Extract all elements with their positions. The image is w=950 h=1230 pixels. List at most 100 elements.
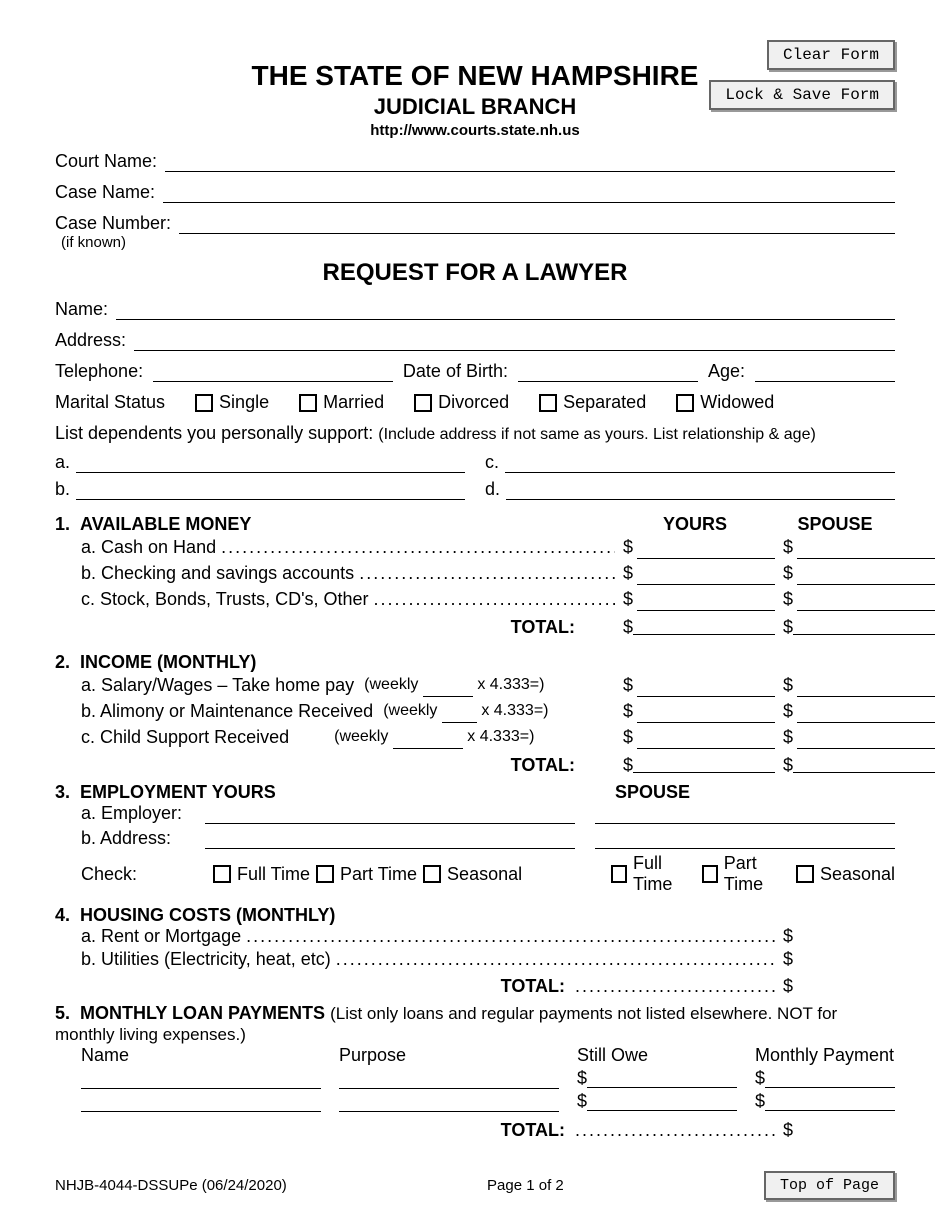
loan1-purpose-input[interactable] xyxy=(339,1069,559,1089)
clear-form-button[interactable]: Clear Form xyxy=(767,40,895,70)
sec2-c-spouse-input[interactable] xyxy=(797,731,935,749)
name-label: Name: xyxy=(55,299,116,320)
dependents-intro: List dependents you personally support: xyxy=(55,423,373,443)
sec5-num: 5. xyxy=(55,1003,70,1023)
dots-decoration: ........................................… xyxy=(575,1120,775,1141)
dots-decoration: ........................................… xyxy=(575,976,775,997)
yours-seasonal-checkbox[interactable]: Seasonal xyxy=(423,864,522,885)
sec1-total-yours-input[interactable] xyxy=(633,617,775,635)
sec2-b-spouse-input[interactable] xyxy=(797,705,935,723)
check-label: Check: xyxy=(55,864,205,885)
dots-decoration: ........................................… xyxy=(359,561,615,585)
address-input[interactable] xyxy=(134,331,895,351)
sec2-c-weekly-input[interactable] xyxy=(393,733,463,749)
sec2-a-weekly-input[interactable] xyxy=(423,681,473,697)
dep-c-input[interactable] xyxy=(505,453,895,473)
married-checkbox[interactable]: Married xyxy=(299,392,384,413)
parttime-label: Part Time xyxy=(724,853,790,895)
widowed-label: Widowed xyxy=(700,392,774,413)
sec1-c-yours-input[interactable] xyxy=(637,593,775,611)
emp-address-spouse-input[interactable] xyxy=(595,829,895,849)
court-name-input[interactable] xyxy=(165,152,895,172)
sec1-b-yours-input[interactable] xyxy=(637,567,775,585)
dollar-sign: $ xyxy=(783,535,797,559)
form-title: REQUEST FOR A LAWYER xyxy=(55,259,895,287)
single-label: Single xyxy=(219,392,269,413)
sec2-b-yours-input[interactable] xyxy=(637,705,775,723)
dep-a-input[interactable] xyxy=(76,453,465,473)
dots-decoration: ........................................… xyxy=(374,587,615,611)
dollar-sign: $ xyxy=(783,976,793,997)
dollar-sign: $ xyxy=(783,755,793,776)
spouse-seasonal-checkbox[interactable]: Seasonal xyxy=(796,853,895,895)
yours-parttime-checkbox[interactable]: Part Time xyxy=(316,864,417,885)
dollar-sign: $ xyxy=(623,617,633,638)
loan2-payment-input[interactable] xyxy=(765,1091,895,1111)
dollar-sign: $ xyxy=(577,1091,587,1112)
sec4-a-label: a. Rent or Mortgage xyxy=(81,926,241,947)
sec2-a-spouse-input[interactable] xyxy=(797,679,935,697)
dots-decoration: ........................................… xyxy=(246,926,775,947)
separated-checkbox[interactable]: Separated xyxy=(539,392,646,413)
sec2-b-calc2: x 4.333=) xyxy=(481,702,548,719)
yours-fulltime-checkbox[interactable]: Full Time xyxy=(213,864,310,885)
sec2-c-yours-input[interactable] xyxy=(637,731,775,749)
dep-b-input[interactable] xyxy=(76,480,465,500)
sec3-num: 3. xyxy=(55,782,70,802)
loan-name-header: Name xyxy=(81,1045,321,1066)
case-number-input[interactable] xyxy=(179,214,895,234)
telephone-input[interactable] xyxy=(153,362,393,382)
fulltime-label: Full Time xyxy=(633,853,696,895)
divorced-checkbox[interactable]: Divorced xyxy=(414,392,509,413)
sec2-num: 2. xyxy=(55,652,70,672)
sec1-a-yours-input[interactable] xyxy=(637,541,775,559)
loan2-owe-input[interactable] xyxy=(587,1091,737,1111)
spouse-fulltime-checkbox[interactable]: Full Time xyxy=(611,853,696,895)
spouse-parttime-checkbox[interactable]: Part Time xyxy=(702,853,790,895)
sec1-total-spouse-input[interactable] xyxy=(793,617,935,635)
loan2-purpose-input[interactable] xyxy=(339,1092,559,1112)
loan2-name-input[interactable] xyxy=(81,1092,321,1112)
dollar-sign: $ xyxy=(783,926,793,947)
fulltime-label: Full Time xyxy=(237,864,310,885)
married-label: Married xyxy=(323,392,384,413)
loan1-payment-input[interactable] xyxy=(765,1068,895,1088)
sec4-num: 4. xyxy=(55,905,70,925)
dob-input[interactable] xyxy=(518,362,698,382)
employer-spouse-input[interactable] xyxy=(595,804,895,824)
employer-yours-input[interactable] xyxy=(205,804,575,824)
emp-address-yours-input[interactable] xyxy=(205,829,575,849)
single-checkbox[interactable]: Single xyxy=(195,392,269,413)
loan1-owe-input[interactable] xyxy=(587,1068,737,1088)
sec2-b-weekly-input[interactable] xyxy=(442,707,477,723)
case-name-input[interactable] xyxy=(163,183,895,203)
sec1-a-spouse-input[interactable] xyxy=(797,541,935,559)
loan1-name-input[interactable] xyxy=(81,1069,321,1089)
page-number: Page 1 of 2 xyxy=(487,1177,564,1194)
name-input[interactable] xyxy=(116,300,895,320)
sec1-b-spouse-input[interactable] xyxy=(797,567,935,585)
loan-payment-header: Monthly Payment xyxy=(755,1045,895,1066)
dep-d-input[interactable] xyxy=(506,480,895,500)
lock-save-button[interactable]: Lock & Save Form xyxy=(709,80,895,110)
sec2-a-yours-input[interactable] xyxy=(637,679,775,697)
sec1-c-spouse-input[interactable] xyxy=(797,593,935,611)
sec2-total-yours-input[interactable] xyxy=(633,755,775,773)
sec5-title: MONTHLY LOAN PAYMENTS xyxy=(80,1003,325,1023)
loan-owe-header: Still Owe xyxy=(577,1045,737,1066)
top-of-page-button[interactable]: Top of Page xyxy=(764,1171,895,1200)
widowed-checkbox[interactable]: Widowed xyxy=(676,392,774,413)
age-input[interactable] xyxy=(755,362,895,382)
dollar-sign: $ xyxy=(623,535,637,559)
sec2-a-label: a. Salary/Wages – Take home pay xyxy=(81,673,354,697)
sec2-a-calc1: (weekly xyxy=(364,676,418,693)
dollar-sign: $ xyxy=(623,587,637,611)
case-number-label: Case Number: xyxy=(55,213,179,234)
dollar-sign: $ xyxy=(783,673,797,697)
seasonal-label: Seasonal xyxy=(820,864,895,885)
dollar-sign: $ xyxy=(577,1068,587,1089)
age-label: Age: xyxy=(708,361,745,382)
court-url: http://www.courts.state.nh.us xyxy=(55,122,895,139)
yours-header: YOURS xyxy=(615,514,775,535)
sec2-total-spouse-input[interactable] xyxy=(793,755,935,773)
